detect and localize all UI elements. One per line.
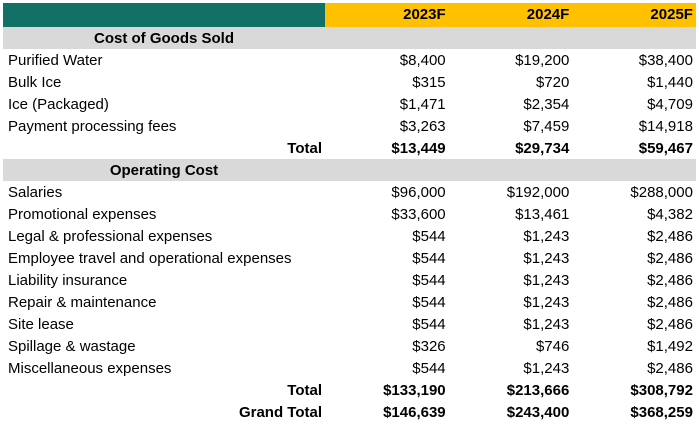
cell-2025: $38,400 — [638, 51, 693, 69]
cell-2023: $544 — [412, 315, 446, 333]
header-corner — [3, 3, 325, 27]
table-row: Payment processing fees $3,263 $7,459 $1… — [3, 115, 696, 137]
row-label: Ice (Packaged) — [8, 95, 109, 113]
table-row: Site lease $544 $1,243 $2,486 — [3, 313, 696, 335]
row-label: Legal & professional expenses — [8, 227, 213, 245]
section-opex: Operating Cost — [3, 159, 696, 181]
cell-2023: $96,000 — [391, 183, 446, 201]
cell-2025: $2,486 — [647, 227, 693, 245]
cell-2025: $4,382 — [647, 205, 693, 223]
section-title: Cost of Goods Sold — [94, 29, 234, 47]
cell-2024: $19,200 — [515, 51, 570, 69]
table-row: Spillage & wastage $326 $746 $1,492 — [3, 335, 696, 357]
total-2023: $133,190 — [383, 381, 446, 399]
total-2025: $59,467 — [638, 139, 693, 157]
table-row: Ice (Packaged) $1,471 $2,354 $4,709 — [3, 93, 696, 115]
section-cogs: Cost of Goods Sold — [3, 27, 696, 49]
total-2025: $308,792 — [630, 381, 693, 399]
cell-2024: $7,459 — [523, 117, 570, 135]
header-2024: 2024F — [448, 3, 573, 27]
table-row: Bulk Ice $315 $720 $1,440 — [3, 71, 696, 93]
table-row: Liability insurance $544 $1,243 $2,486 — [3, 269, 696, 291]
cell-2023: $315 — [412, 73, 446, 91]
row-label: Miscellaneous expenses — [8, 359, 172, 377]
grand-total-2024: $243,400 — [506, 403, 570, 421]
row-label: Employee travel and operational expenses — [8, 249, 292, 267]
cell-2023: $544 — [412, 359, 446, 377]
row-label: Spillage & wastage — [8, 337, 136, 355]
cell-2024: $746 — [535, 337, 570, 355]
header-2023: 2023F — [325, 3, 449, 27]
total-label: Total — [287, 139, 322, 157]
row-label: Liability insurance — [8, 271, 128, 289]
row-label: Promotional expenses — [8, 205, 157, 223]
total-2024: $213,666 — [506, 381, 570, 399]
row-label: Site lease — [8, 315, 74, 333]
row-label: Payment processing fees — [8, 117, 177, 135]
total-2024: $29,734 — [515, 139, 570, 157]
cell-2025: $288,000 — [630, 183, 693, 201]
header-2025: 2025F — [572, 3, 696, 27]
cell-2024: $1,243 — [523, 249, 570, 267]
row-label: Repair & maintenance — [8, 293, 157, 311]
total-label: Total — [287, 381, 322, 399]
cell-2023: $544 — [412, 249, 446, 267]
header-row: 2023F 2024F 2025F — [3, 3, 696, 27]
cell-2025: $1,440 — [647, 73, 693, 91]
cell-2024: $1,243 — [523, 227, 570, 245]
cell-2025: $2,486 — [647, 359, 693, 377]
cell-2023: $8,400 — [399, 51, 446, 69]
table-row: Miscellaneous expenses $544 $1,243 $2,48… — [3, 357, 696, 379]
grand-total-label: Grand Total — [238, 403, 322, 421]
table-row: Employee travel and operational expenses… — [3, 247, 696, 269]
table-row: Salaries $96,000 $192,000 $288,000 — [3, 181, 696, 203]
row-label: Bulk Ice — [8, 73, 62, 91]
cell-2023: $33,600 — [391, 205, 446, 223]
cell-2023: $1,471 — [399, 95, 446, 113]
grand-total-2023: $146,639 — [383, 403, 446, 421]
cell-2023: $326 — [412, 337, 446, 355]
cell-2024: $1,243 — [523, 315, 570, 333]
section-title: Operating Cost — [109, 161, 219, 179]
cell-2025: $2,486 — [647, 271, 693, 289]
cell-2023: $544 — [412, 293, 446, 311]
row-label: Purified Water — [8, 51, 103, 69]
cell-2024: $13,461 — [515, 205, 570, 223]
grand-total-2025: $368,259 — [630, 403, 693, 421]
grand-total-row: Grand Total $146,639 $243,400 $368,259 — [3, 401, 696, 423]
cell-2023: $3,263 — [399, 117, 446, 135]
cell-2025: $2,486 — [647, 315, 693, 333]
cell-2024: $1,243 — [523, 271, 570, 289]
opex-total-row: Total $133,190 $213,666 $308,792 — [3, 379, 696, 401]
cell-2024: $192,000 — [506, 183, 570, 201]
cell-2025: $14,918 — [638, 117, 693, 135]
cell-2025: $2,486 — [647, 293, 693, 311]
cell-2023: $544 — [412, 227, 446, 245]
row-label: Salaries — [8, 183, 63, 201]
cell-2024: $2,354 — [523, 95, 570, 113]
cell-2024: $1,243 — [523, 293, 570, 311]
cogs-total-row: Total $13,449 $29,734 $59,467 — [3, 137, 696, 159]
cell-2025: $2,486 — [647, 249, 693, 267]
cell-2024: $720 — [535, 73, 570, 91]
cell-2025: $4,709 — [647, 95, 693, 113]
table-row: Repair & maintenance $544 $1,243 $2,486 — [3, 291, 696, 313]
cell-2025: $1,492 — [647, 337, 693, 355]
table-row: Purified Water $8,400 $19,200 $38,400 — [3, 49, 696, 71]
cell-2023: $544 — [412, 271, 446, 289]
cell-2024: $1,243 — [523, 359, 570, 377]
table-row: Promotional expenses $33,600 $13,461 $4,… — [3, 203, 696, 225]
table-row: Legal & professional expenses $544 $1,24… — [3, 225, 696, 247]
total-2023: $13,449 — [391, 139, 446, 157]
